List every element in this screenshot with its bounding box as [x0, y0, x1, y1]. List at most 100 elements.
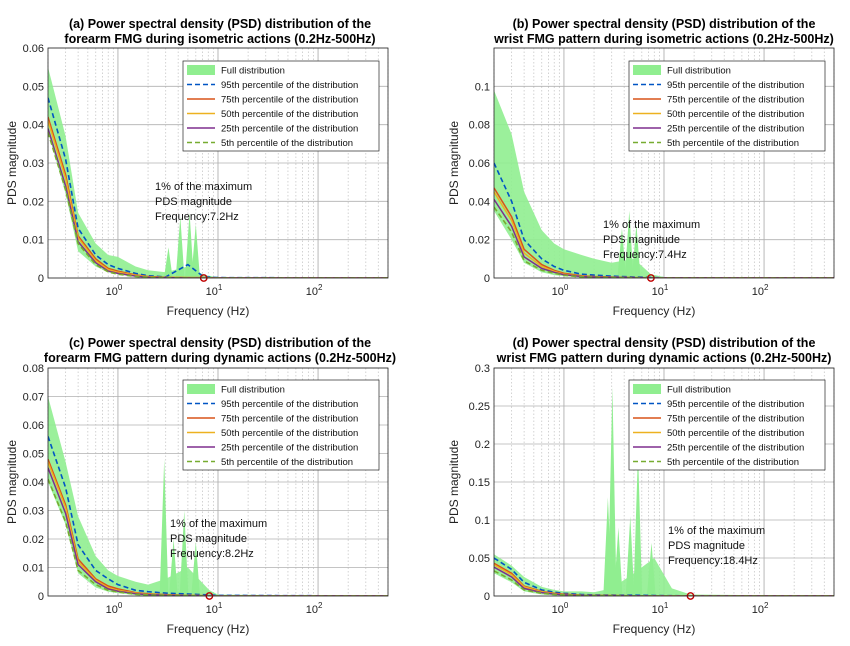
legend-swatch-full: [187, 65, 215, 75]
y-tick-label: 0.04: [23, 120, 44, 132]
full-distribution-spike: [633, 451, 643, 596]
legend-label-full: Full distribution: [221, 66, 285, 77]
chart-title-line: forearm FMG during isometric actions (0.…: [64, 32, 375, 46]
axes-box: [493, 367, 835, 597]
y-tick-label: 0.01: [23, 563, 44, 575]
x-tick-label: 102: [306, 283, 323, 298]
x-tick-label: 100: [106, 601, 123, 616]
x-tick-label: 101: [206, 601, 223, 616]
y-axis-label: PDS magnitude: [447, 440, 461, 524]
series-line-p95: [48, 97, 388, 278]
full-distribution-spike: [159, 459, 169, 596]
chart-panel-b: 0 0.02 0.04 0.06 0.08 0.1 100 101 102 Frequency (…: [447, 17, 835, 318]
y-tick-label: 0.02: [23, 196, 44, 208]
y-axis-label: PDS magnitude: [5, 121, 19, 205]
annotation-line: Frequency:8.2Hz: [170, 548, 254, 560]
y-tick-label: 0.06: [23, 420, 44, 432]
series-line-p95: [494, 162, 834, 278]
legend-label-full: Full distribution: [221, 385, 285, 396]
y-tick-label: 0.03: [23, 506, 44, 518]
legend-label-p75: 75th percentile of the distribution: [667, 95, 804, 106]
y-tick-label: 0: [484, 591, 490, 603]
legend-label-p5: 5th percentile of the distribution: [221, 138, 353, 149]
legend-box: [182, 60, 380, 152]
chart-title-line: wrist FMG pattern during dynamic actions…: [496, 351, 832, 365]
legend-label-full: Full distribution: [667, 385, 731, 396]
full-distribution-spike: [191, 541, 200, 596]
y-tick-label: 0.02: [469, 235, 490, 247]
chart-panel-c: 0 0.01 0.02 0.03 0.04 0.05 0.06 0.07 0.08 100 101 1…: [5, 336, 396, 636]
x-tick-label: 100: [552, 601, 569, 616]
legend-label-p5: 5th percentile of the distribution: [221, 457, 353, 468]
chart-title-line: wrist FMG pattern during isometric actio…: [493, 32, 834, 46]
y-tick-label: 0.05: [469, 553, 490, 565]
full-distribution-spike: [617, 228, 627, 278]
full-distribution-spike: [163, 247, 173, 278]
legend-label-p25: 25th percentile of the distribution: [667, 443, 804, 454]
full-distribution-band: [494, 554, 834, 596]
y-tick-label: 0: [38, 591, 44, 603]
y-tick-label: 0.04: [23, 477, 44, 489]
y-tick-label: 0.1: [475, 81, 490, 93]
y-tick-label: 0.1: [475, 515, 490, 527]
y-tick-label: 0.2: [475, 439, 490, 451]
legend-box: [628, 379, 826, 471]
y-tick-label: 0.06: [23, 43, 44, 55]
y-tick-label: 0.08: [469, 120, 490, 132]
full-distribution-spike: [613, 527, 623, 596]
annotation-line: 1% of the maximum: [155, 181, 252, 193]
chart-title-line: (c) Power spectral density (PSD) distrib…: [69, 336, 371, 350]
legend-label-p95: 95th percentile of the distribution: [667, 399, 804, 410]
series-line-p5: [494, 206, 834, 278]
legend-label-p50: 50th percentile of the distribution: [221, 428, 358, 439]
y-tick-label: 0.05: [23, 81, 44, 93]
chart-title-line: (a) Power spectral density (PSD) distrib…: [69, 17, 371, 31]
y-tick-label: 0.06: [469, 158, 490, 170]
legend-label-p25: 25th percentile of the distribution: [667, 124, 804, 135]
x-tick-label: 100: [106, 283, 123, 298]
full-distribution-band: [48, 396, 388, 596]
x-tick-label: 102: [752, 283, 769, 298]
full-distribution-spike: [179, 510, 189, 596]
legend-label-p95: 95th percentile of the distribution: [221, 399, 358, 410]
axes-box: [47, 47, 389, 279]
legend-label-p25: 25th percentile of the distribution: [221, 124, 358, 135]
legend-label-p95: 95th percentile of the distribution: [221, 80, 358, 91]
full-distribution-spike: [625, 516, 635, 596]
chart-title-line: forearm FMG pattern during dynamic actio…: [44, 351, 396, 365]
annotation-line: 1% of the maximum: [170, 518, 267, 530]
axes-box: [493, 47, 835, 279]
y-tick-label: 0.01: [23, 235, 44, 247]
x-axis-label: Frequency (Hz): [167, 304, 250, 318]
axes-box: [47, 367, 389, 597]
annotation-line: 1% of the maximum: [603, 219, 700, 231]
legend-label-p5: 5th percentile of the distribution: [667, 138, 799, 149]
x-tick-label: 100: [552, 283, 569, 298]
full-distribution-spike: [169, 539, 178, 596]
legend-label-p75: 75th percentile of the distribution: [221, 414, 358, 425]
x-axis-label: Frequency (Hz): [613, 622, 696, 636]
legend-label-p5: 5th percentile of the distribution: [667, 457, 799, 468]
x-tick-label: 101: [652, 283, 669, 298]
series-line-p5: [48, 478, 388, 596]
x-axis-label: Frequency (Hz): [613, 304, 696, 318]
y-tick-label: 0.05: [23, 449, 44, 461]
x-axis-label: Frequency (Hz): [167, 622, 250, 636]
x-tick-label: 101: [206, 283, 223, 298]
legend-label-p25: 25th percentile of the distribution: [221, 443, 358, 454]
x-tick-label: 101: [652, 601, 669, 616]
series-line-p5: [494, 570, 834, 596]
legend-label-full: Full distribution: [667, 66, 731, 77]
y-tick-label: 0.08: [23, 363, 44, 375]
full-distribution-spike: [624, 210, 634, 278]
legend-swatch-full: [633, 384, 661, 394]
y-tick-label: 0.03: [23, 158, 44, 170]
legend-swatch-full: [187, 384, 215, 394]
legend-label-p75: 75th percentile of the distribution: [221, 95, 358, 106]
y-axis-label: PDS magnitude: [5, 440, 19, 524]
legend-box: [628, 60, 826, 152]
annotation-line: Frequency:7.2Hz: [155, 211, 239, 223]
full-distribution-spike: [191, 224, 200, 278]
annotation-line: PDS magnitude: [155, 196, 232, 208]
